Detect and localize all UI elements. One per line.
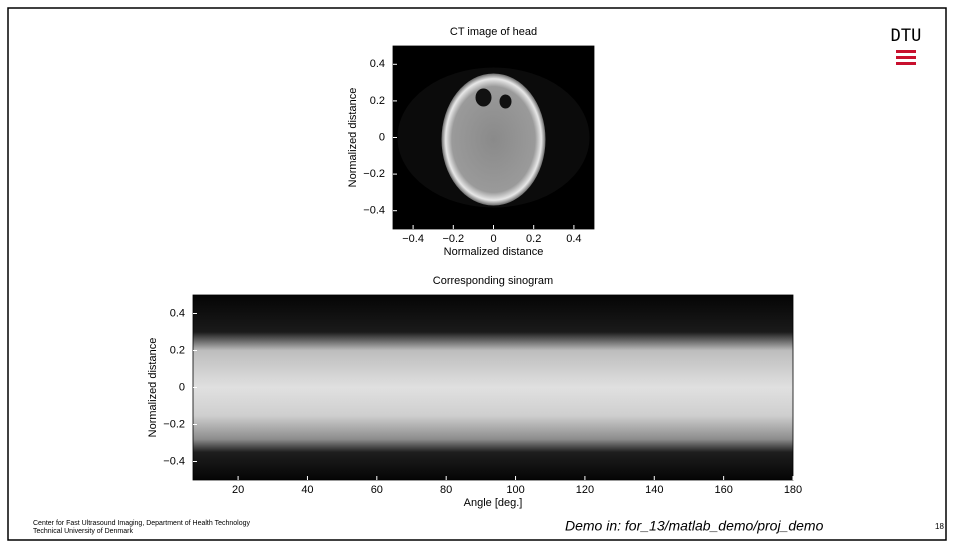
y-tick-label: 0.4	[370, 58, 385, 70]
y-tick-label: −0.4	[163, 455, 185, 467]
x-tick-label: 40	[301, 484, 313, 496]
x-tick-label: 120	[576, 484, 594, 496]
y-tick-label: 0.2	[170, 344, 185, 356]
x-tick-label: 0.2	[526, 233, 541, 245]
y-axis-label: Normalized distance	[147, 338, 159, 438]
y-tick-label: −0.2	[163, 418, 185, 430]
y-tick-label: 0.2	[370, 95, 385, 107]
x-axis-label: Angle [deg.]	[464, 497, 523, 509]
x-tick-label: 80	[440, 484, 452, 496]
x-tick-label: 0	[490, 233, 496, 245]
x-tick-label: 0.4	[566, 233, 581, 245]
y-tick-label: 0	[179, 381, 185, 393]
y-tick-label: 0	[379, 131, 385, 143]
x-tick-label: 20	[232, 484, 244, 496]
x-tick-label: 160	[714, 484, 732, 496]
chart-title: CT image of head	[450, 26, 537, 38]
y-tick-label: −0.2	[363, 168, 385, 180]
y-tick-label: −0.4	[363, 205, 385, 217]
x-tick-label: 100	[506, 484, 524, 496]
image-sinus	[499, 94, 512, 109]
image	[193, 295, 793, 480]
y-tick-label: 0.4	[170, 307, 185, 319]
logo-mark	[896, 50, 916, 65]
image-head	[441, 73, 546, 206]
x-tick-label: −0.4	[402, 233, 424, 245]
slide-border	[7, 7, 947, 541]
y-axis-label: Normalized distance	[347, 88, 359, 188]
x-tick-label: 60	[371, 484, 383, 496]
image-sinus	[475, 88, 492, 107]
page-number: 18	[935, 522, 944, 531]
x-tick-label: 140	[645, 484, 663, 496]
footer-org: Technical University of Denmark	[33, 528, 133, 535]
chart-title: Corresponding sinogram	[433, 275, 553, 287]
footer-org: Center for Fast Ultrasound Imaging, Depa…	[33, 520, 250, 527]
x-tick-label: −0.2	[442, 233, 464, 245]
logo-text: DTU	[891, 26, 922, 46]
footer-demo: Demo in: for_13/matlab_demo/proj_demo	[565, 518, 824, 534]
x-tick-label: 180	[784, 484, 802, 496]
x-axis-label: Normalized distance	[444, 246, 544, 258]
